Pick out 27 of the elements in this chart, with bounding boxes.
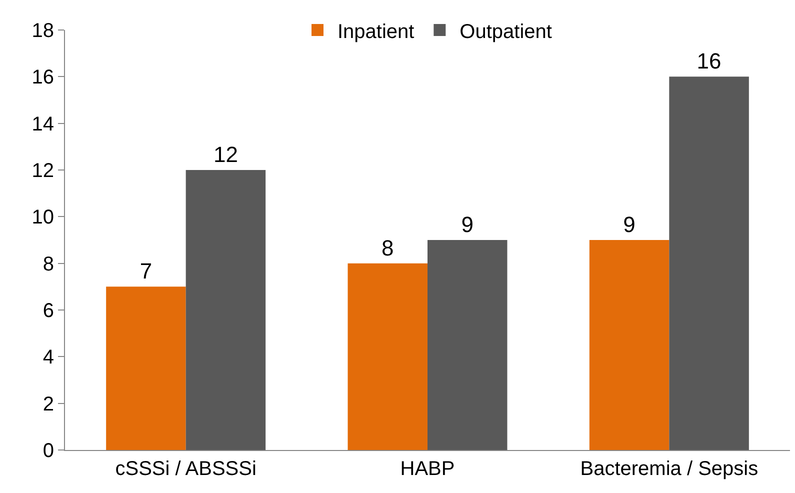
bar [106, 286, 186, 450]
bar [186, 170, 266, 450]
y-tick-label: 18 [32, 20, 54, 42]
y-tick-label: 0 [42, 440, 54, 462]
data-label: 16 [696, 48, 722, 74]
bar [348, 263, 428, 450]
y-tick-label: 4 [42, 346, 54, 369]
y-tick-label: 14 [32, 113, 54, 136]
x-tick-label: cSSSi / ABSSSi [115, 458, 256, 480]
y-tick-label: 6 [42, 300, 54, 322]
legend-label: Outpatient [460, 20, 552, 43]
data-label: 12 [213, 142, 238, 167]
y-tick-label: 10 [32, 206, 54, 229]
data-label: 9 [623, 212, 636, 237]
x-tick-label: HABP [400, 458, 455, 480]
y-tick-label: 12 [32, 160, 54, 182]
bar [589, 240, 670, 450]
data-label: 8 [382, 235, 394, 260]
y-tick-label: 8 [42, 253, 54, 276]
y-tick-label: 2 [42, 393, 54, 416]
x-tick-label: Bacteremia / Sepsis [580, 458, 758, 480]
bar [669, 76, 749, 450]
bar [428, 240, 508, 450]
y-tick-label: 16 [32, 66, 54, 89]
data-label: 7 [140, 258, 152, 284]
data-label: 9 [461, 212, 474, 237]
legend-label: Inpatient [338, 20, 415, 43]
